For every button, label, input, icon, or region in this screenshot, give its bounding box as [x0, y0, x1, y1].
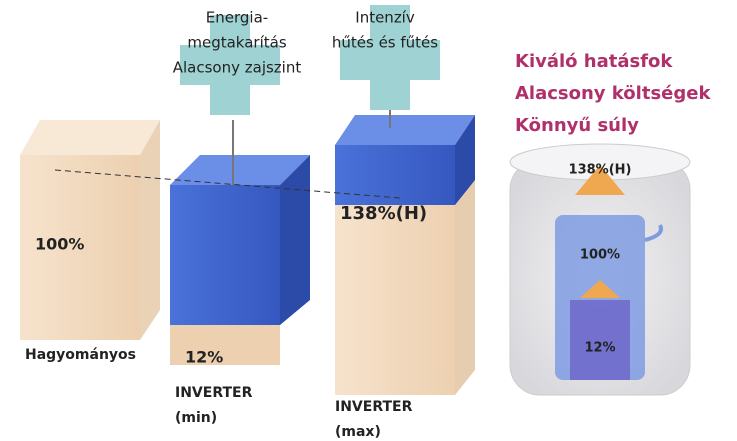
cross-icons [180, 5, 440, 115]
value-label: 138%(H) [340, 203, 427, 224]
bar-label: (min) [175, 410, 217, 426]
value-label: 100% [35, 235, 84, 254]
value-label: 12% [185, 348, 223, 367]
caption: Alacsony zajszint [173, 59, 302, 77]
bar-label: Hagyományos [25, 347, 136, 363]
cylinder-label: 12% [584, 341, 615, 356]
caption: Intenzív [355, 9, 415, 27]
bar-label: INVERTER [175, 385, 253, 401]
cylinder-label: 138%(H) [569, 163, 632, 178]
caption: Energia- [206, 9, 268, 27]
bar-label: INVERTER [335, 399, 413, 415]
heading: Könnyű súly [515, 115, 639, 136]
dashed-line [54, 169, 401, 199]
cylinder-label: 100% [580, 248, 620, 263]
bar-inverter-min [170, 155, 310, 365]
bar-inverter-max [335, 115, 475, 395]
bar-label: (max) [335, 424, 381, 440]
heading: Kiváló hatásfok [515, 51, 673, 72]
caption: megtakarítás [187, 34, 286, 52]
heading: Alacsony költségek [515, 83, 711, 104]
caption: hűtés és fűtés [332, 34, 438, 52]
cylinder [509, 143, 691, 396]
bar-traditional [20, 120, 160, 340]
